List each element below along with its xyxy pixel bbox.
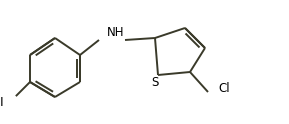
- Text: Cl: Cl: [218, 81, 230, 94]
- Text: I: I: [0, 96, 4, 109]
- Text: NH: NH: [107, 26, 125, 38]
- Text: S: S: [151, 76, 159, 89]
